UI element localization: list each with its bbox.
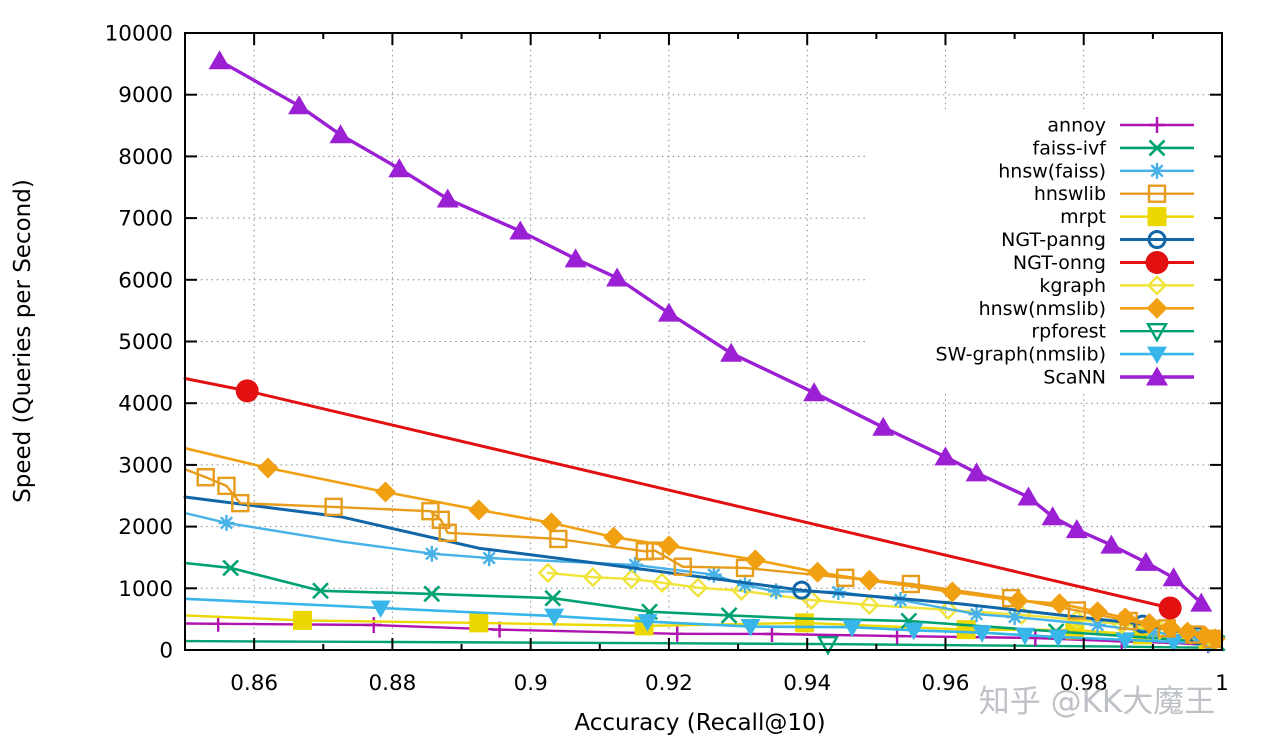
- series-NGT-onng: [183, 377, 1182, 620]
- y-tick-label-2000: 2000: [118, 515, 173, 540]
- legend: annoyfaiss-ivfhnsw(faiss)hnswlibmrptNGT-…: [866, 110, 1214, 393]
- legend-item-mrpt: mrpt: [1060, 206, 1194, 228]
- legend-item-SW-graphnmslib: SW-graph(nmslib): [936, 344, 1194, 366]
- x-tick-label-0.98: 0.98: [1060, 671, 1108, 696]
- x-axis-title: Accuracy (Recall@10): [574, 710, 825, 736]
- legend-item-kgraph: kgraph: [1039, 275, 1194, 297]
- x-tick-label-0.88: 0.88: [368, 671, 416, 696]
- legend-label: mrpt: [1060, 206, 1106, 228]
- y-tick-label-9000: 9000: [118, 83, 173, 108]
- y-tick-label-7000: 7000: [118, 207, 173, 232]
- legend-label: hnswlib: [1034, 183, 1106, 205]
- y-axis-title: Speed (Queries per Second): [10, 179, 36, 503]
- legend-item-hnswfaiss: hnsw(faiss): [998, 160, 1194, 182]
- legend-item-NGT-onng: NGT-onng: [1013, 250, 1194, 274]
- y-tick-label-8000: 8000: [118, 145, 173, 170]
- legend-label: SW-graph(nmslib): [936, 344, 1106, 366]
- series-layer: [183, 50, 1226, 656]
- legend-label: faiss-ivf: [1033, 137, 1108, 159]
- legend-item-hnswlib: hnswlib: [1034, 183, 1194, 205]
- legend-label: NGT-onng: [1013, 252, 1106, 274]
- x-tick-label-0.86: 0.86: [230, 671, 278, 696]
- legend-label: ScaNN: [1043, 367, 1106, 389]
- watermark: 知乎 @KK大魔王: [979, 684, 1216, 720]
- legend-label: NGT-panng: [1001, 229, 1106, 251]
- legend-item-faiss-ivf: faiss-ivf: [1033, 137, 1194, 159]
- x-tick-label-0.94: 0.94: [783, 671, 831, 696]
- legend-label: annoy: [1047, 115, 1106, 137]
- y-tick-label-1000: 1000: [118, 577, 173, 602]
- legend-label: hnsw(faiss): [998, 160, 1106, 182]
- y-tick-label-0: 0: [159, 639, 173, 664]
- legend-item-hnswnmslib: hnsw(nmslib): [979, 297, 1194, 320]
- x-tick-label-0.9: 0.9: [514, 671, 548, 696]
- x-tick-label-0.96: 0.96: [922, 671, 970, 696]
- series-ScaNN: [208, 50, 1213, 612]
- legend-item-NGT-panng: NGT-panng: [1001, 229, 1194, 251]
- series-hnswnmslib: [183, 446, 1226, 650]
- y-tick-label-4000: 4000: [118, 392, 173, 417]
- x-tick-label-0.92: 0.92: [645, 671, 693, 696]
- y-tick-label-5000: 5000: [118, 330, 173, 355]
- legend-item-annoy: annoy: [1047, 115, 1194, 137]
- legend-label: hnsw(nmslib): [979, 298, 1106, 320]
- legend-item-ScaNN: ScaNN: [1043, 366, 1194, 389]
- series-hnswfaiss: [183, 511, 1206, 646]
- legend-label: rpforest: [1031, 321, 1106, 343]
- legend-label: kgraph: [1039, 275, 1106, 297]
- y-tick-label-3000: 3000: [118, 453, 173, 478]
- legend-item-rpforest: rpforest: [1031, 321, 1194, 343]
- axes-layer: 0.86 0.88 0.9 0.92 0.94 0.96 0.98 1 0 1000 2000 300…: [105, 22, 1229, 697]
- y-tick-label-10000: 10000: [105, 22, 173, 47]
- x-tick-label-1: 1: [1215, 671, 1229, 696]
- y-tick-label-6000: 6000: [118, 268, 173, 293]
